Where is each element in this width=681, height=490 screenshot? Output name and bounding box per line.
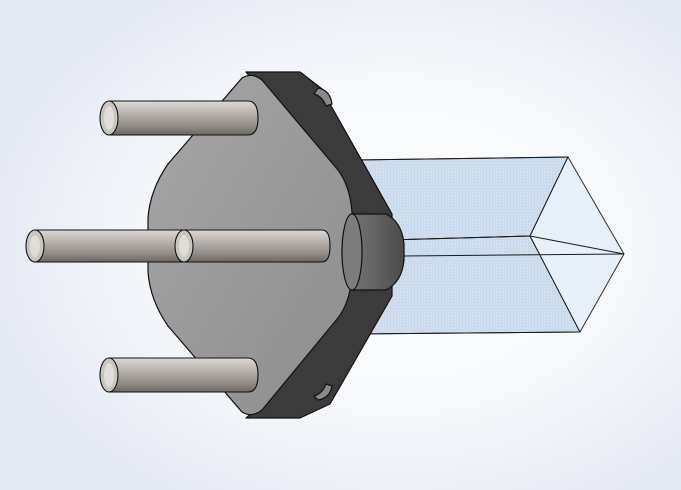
central-boss (341, 213, 405, 291)
pin-bottom (99, 357, 259, 393)
pin-top (99, 100, 259, 136)
pin-center (174, 229, 331, 263)
square-tube (354, 156, 625, 335)
pin-left (25, 229, 183, 263)
